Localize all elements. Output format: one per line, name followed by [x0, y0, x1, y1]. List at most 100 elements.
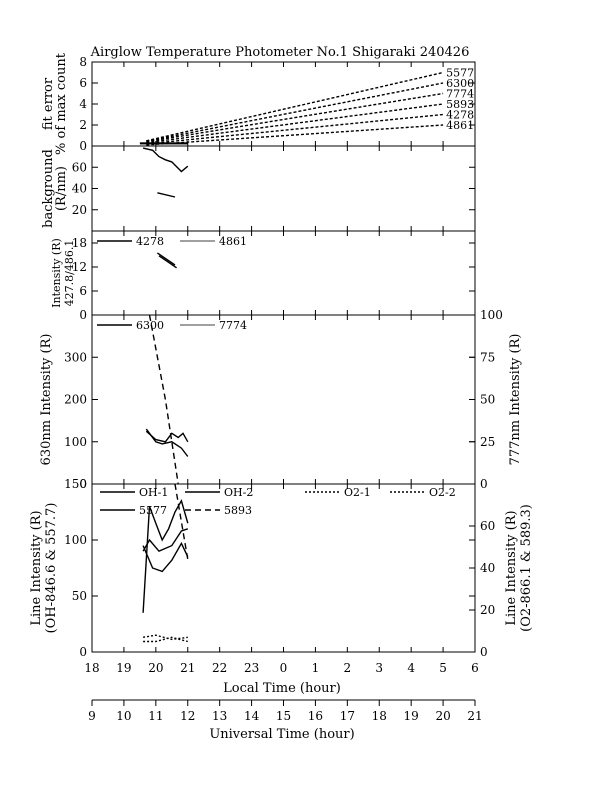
legend-label: 5893 — [224, 504, 252, 517]
y-axis-label: (R/nm) — [54, 166, 69, 211]
series-line-background-0 — [142, 147, 189, 173]
legend-label: 4278 — [136, 235, 164, 248]
y-tick-label: 100 — [64, 435, 87, 449]
x-tick-label: 21 — [180, 661, 195, 675]
ut-tick-label: 16 — [308, 709, 323, 723]
y-tick-label-right: 75 — [480, 350, 495, 364]
x-tick-label: 3 — [375, 661, 383, 675]
y-axis-label-left: (OH-846.6 & 557.7) — [44, 503, 59, 634]
y-tick-label-right: 0 — [480, 645, 488, 659]
ut-axis-label: Universal Time (hour) — [209, 727, 354, 742]
chart-title: Airglow Temperature Photometer No.1 Shig… — [90, 45, 470, 60]
y-tick-label: 150 — [64, 477, 87, 491]
legend-label: OH-2 — [224, 486, 253, 499]
y-axis-label: fit error — [41, 77, 56, 130]
y-tick-label-right: 50 — [480, 393, 495, 407]
y-tick-label: 20 — [72, 203, 87, 217]
series-line-5577 — [142, 499, 189, 613]
legend-label: O2-1 — [344, 486, 371, 499]
panel-frame — [91, 145, 476, 232]
series-line-OH-2 — [142, 528, 189, 553]
y-axis-label: background — [41, 149, 56, 228]
ut-tick-label: 11 — [148, 709, 163, 723]
series-line-4861 — [146, 124, 444, 146]
y-tick-label: 100 — [64, 533, 87, 547]
y-axis-label-right: (O2-866.1 & 589.3) — [519, 504, 534, 632]
ut-tick-label: 20 — [435, 709, 450, 723]
legend-label: 7774 — [219, 319, 247, 332]
series-line-5893 — [146, 103, 444, 144]
x-tick-label: 4 — [407, 661, 415, 675]
series-line-6300 — [145, 428, 189, 457]
series-label: 4278 — [446, 109, 474, 122]
ut-tick-label: 13 — [212, 709, 227, 723]
series-line-6300 — [146, 82, 444, 142]
x-tick-label: 6 — [471, 661, 479, 675]
y-axis-label-left: 630nm Intensity (R) — [39, 334, 54, 466]
y-tick-label: 0 — [79, 477, 87, 491]
series-line-5577 — [146, 71, 444, 142]
series-label: 7774 — [446, 88, 474, 101]
y-tick-label: 200 — [64, 393, 87, 407]
y-axis-label: % of max count — [54, 52, 69, 155]
series-label: 4861 — [446, 119, 474, 132]
x-tick-label: 2 — [344, 661, 352, 675]
y-tick-label: 50 — [72, 589, 87, 603]
ut-tick-label: 10 — [116, 709, 131, 723]
series-line-7774 — [145, 430, 189, 443]
ut-tick-label: 12 — [180, 709, 195, 723]
series-line-background-1 — [157, 192, 176, 198]
x-tick-label: 1 — [312, 661, 320, 675]
series-line-4278 — [146, 113, 444, 145]
y-tick-label-right: 20 — [480, 603, 495, 617]
panel-background: 20 40 60 background(R/nm) — [41, 145, 476, 232]
ut-tick-label: 17 — [340, 709, 355, 723]
x-tick-label: 18 — [84, 661, 99, 675]
x-tick-label: 20 — [148, 661, 163, 675]
data-density-band — [139, 142, 188, 145]
legend-label: 5577 — [139, 504, 167, 517]
y-axis-label: Intensity (R) — [50, 238, 63, 308]
y-tick-label: 0 — [79, 308, 87, 322]
y-tick-label-right: 100 — [480, 308, 503, 322]
x-tick-label: 0 — [280, 661, 288, 675]
y-tick-label: 40 — [72, 182, 87, 196]
y-tick-label: 60 — [72, 160, 87, 174]
series-line-4861 — [158, 255, 177, 269]
y-tick-label: 2 — [79, 118, 87, 132]
panel-frame — [91, 314, 476, 485]
ut-tick-label: 14 — [244, 709, 260, 723]
ut-tick-label: 21 — [467, 709, 482, 723]
legend-label: 4861 — [219, 235, 247, 248]
y-tick-label-right: 60 — [480, 519, 495, 533]
y-tick-label: 4 — [79, 97, 87, 111]
y-axis-label-right: Line Intensity (R) — [504, 510, 519, 625]
ut-tick-label: 18 — [372, 709, 387, 723]
y-axis-label: 427.8/486.1 — [63, 240, 76, 307]
y-tick-label-right: 0 — [480, 477, 488, 491]
ut-tick-label: 15 — [276, 709, 291, 723]
series-label: 5577 — [446, 67, 474, 80]
y-tick-label: 6 — [79, 76, 87, 90]
y-axis-label-left: Line Intensity (R) — [29, 510, 44, 625]
x-tick-label: 22 — [212, 661, 227, 675]
series-line-5893 — [174, 483, 189, 560]
series-line-4278 — [157, 252, 176, 266]
series-line-O2-1 — [142, 634, 188, 641]
panel-fit-error: 0 2 4 6 8 fit error% of max count 557763007774… — [41, 52, 476, 155]
x-tick-label: 5 — [439, 661, 447, 675]
y-tick-label-right: 25 — [480, 435, 495, 449]
y-tick-label: 0 — [79, 645, 87, 659]
x-axis-label: Local Time (hour) — [223, 681, 341, 696]
legend-label: O2-2 — [429, 486, 456, 499]
y-axis-label-right: 777nm Intensity (R) — [508, 334, 523, 466]
y-tick-label-right: 40 — [480, 561, 495, 575]
y-tick-label: 18 — [72, 236, 87, 250]
x-tick-label: 23 — [244, 661, 259, 675]
series-line-7774 — [146, 92, 444, 143]
y-tick-label: 0 — [79, 139, 87, 153]
panel-intensity-4278-4861: 0 6 12 18 Intensity (R) 427.8/486.1 4278 4861 — [50, 230, 476, 322]
panel-frame — [91, 61, 476, 147]
legend-label: 6300 — [136, 319, 164, 332]
